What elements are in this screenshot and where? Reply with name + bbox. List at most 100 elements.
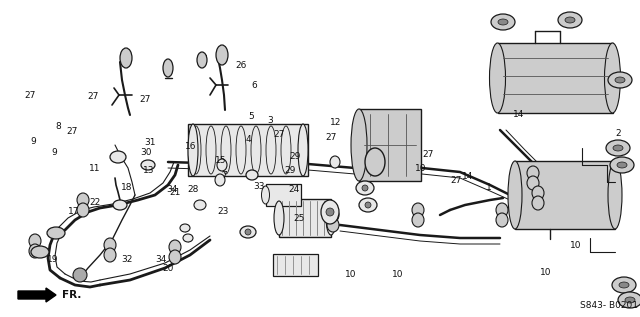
- Text: 21: 21: [169, 188, 180, 197]
- Ellipse shape: [618, 292, 640, 308]
- Circle shape: [362, 185, 368, 191]
- Text: 14: 14: [513, 110, 524, 119]
- Text: 3: 3: [268, 116, 273, 125]
- Ellipse shape: [104, 248, 116, 262]
- Text: 20: 20: [162, 264, 173, 273]
- Text: 34: 34: [166, 185, 177, 194]
- Ellipse shape: [606, 140, 630, 156]
- Ellipse shape: [610, 157, 634, 173]
- FancyArrow shape: [18, 288, 56, 302]
- Text: 1: 1: [486, 183, 492, 191]
- Ellipse shape: [351, 109, 367, 181]
- Bar: [266, 184, 301, 206]
- Text: S843- B0201 C: S843- B0201 C: [580, 301, 640, 309]
- Text: 14: 14: [461, 172, 473, 181]
- Ellipse shape: [29, 244, 41, 258]
- Text: 7: 7: [221, 171, 227, 180]
- Ellipse shape: [612, 277, 636, 293]
- Text: 22: 22: [89, 198, 100, 207]
- Text: 27: 27: [450, 176, 461, 184]
- Text: 2: 2: [616, 129, 621, 138]
- Ellipse shape: [197, 52, 207, 68]
- Text: 6: 6: [252, 81, 257, 90]
- Ellipse shape: [251, 126, 261, 174]
- Ellipse shape: [215, 174, 225, 186]
- Ellipse shape: [508, 161, 522, 229]
- Ellipse shape: [274, 201, 284, 235]
- Text: 27: 27: [326, 133, 337, 142]
- Bar: [279, 199, 331, 237]
- Ellipse shape: [29, 234, 41, 248]
- Ellipse shape: [327, 218, 339, 232]
- Text: 34: 34: [156, 256, 167, 264]
- Text: 11: 11: [89, 164, 100, 172]
- Ellipse shape: [558, 12, 582, 28]
- Ellipse shape: [206, 126, 216, 174]
- Text: 10: 10: [345, 270, 356, 279]
- Circle shape: [73, 268, 87, 282]
- Ellipse shape: [496, 213, 508, 227]
- Bar: [515, 161, 615, 229]
- Text: 23: 23: [217, 207, 228, 216]
- Ellipse shape: [47, 227, 65, 239]
- Text: 29: 29: [289, 152, 301, 161]
- Ellipse shape: [104, 238, 116, 252]
- Ellipse shape: [31, 246, 49, 258]
- Bar: [359, 109, 421, 181]
- Text: 17: 17: [68, 207, 79, 216]
- Circle shape: [365, 202, 371, 208]
- Text: 27: 27: [422, 150, 434, 159]
- Text: 27: 27: [24, 91, 36, 100]
- Text: 31: 31: [145, 138, 156, 146]
- Ellipse shape: [608, 161, 622, 229]
- Ellipse shape: [365, 148, 385, 176]
- Ellipse shape: [281, 126, 291, 174]
- Ellipse shape: [169, 240, 181, 254]
- Text: 16: 16: [185, 142, 196, 151]
- Ellipse shape: [77, 203, 89, 217]
- Ellipse shape: [240, 226, 256, 238]
- Ellipse shape: [326, 201, 336, 235]
- Text: 25: 25: [293, 214, 305, 223]
- Bar: [188, 124, 308, 176]
- Ellipse shape: [194, 200, 206, 210]
- Ellipse shape: [169, 250, 181, 264]
- Ellipse shape: [321, 200, 339, 224]
- Text: 10: 10: [415, 164, 426, 172]
- Ellipse shape: [527, 176, 539, 190]
- Text: 33: 33: [253, 182, 265, 191]
- Ellipse shape: [491, 14, 515, 30]
- Text: 12: 12: [330, 119, 342, 127]
- Ellipse shape: [490, 43, 506, 113]
- Ellipse shape: [327, 208, 339, 222]
- Text: 19: 19: [47, 255, 59, 264]
- Ellipse shape: [77, 193, 89, 207]
- Ellipse shape: [110, 151, 126, 163]
- Ellipse shape: [356, 181, 374, 195]
- Ellipse shape: [359, 198, 377, 212]
- Ellipse shape: [527, 166, 539, 180]
- Text: 10: 10: [392, 270, 404, 279]
- Ellipse shape: [183, 234, 193, 242]
- Ellipse shape: [163, 59, 173, 77]
- Ellipse shape: [217, 159, 227, 171]
- Text: 24: 24: [289, 185, 300, 194]
- Ellipse shape: [498, 19, 508, 25]
- Ellipse shape: [216, 45, 228, 65]
- Text: 27: 27: [273, 130, 285, 139]
- Bar: [273, 254, 317, 276]
- Ellipse shape: [221, 126, 231, 174]
- Text: 9: 9: [52, 148, 57, 157]
- Ellipse shape: [412, 213, 424, 227]
- Text: 15: 15: [215, 156, 227, 165]
- Ellipse shape: [191, 126, 201, 174]
- Ellipse shape: [617, 162, 627, 168]
- Text: 32: 32: [121, 256, 132, 264]
- Text: 27: 27: [67, 127, 78, 136]
- Ellipse shape: [496, 203, 508, 217]
- Ellipse shape: [141, 160, 155, 170]
- Ellipse shape: [532, 186, 544, 200]
- Ellipse shape: [113, 200, 127, 210]
- Text: 18: 18: [121, 183, 132, 192]
- Ellipse shape: [120, 48, 132, 68]
